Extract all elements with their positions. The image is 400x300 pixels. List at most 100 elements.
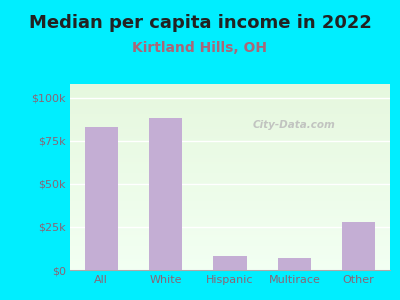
Bar <box>70 186 390 188</box>
Bar <box>70 103 390 104</box>
Bar <box>70 173 390 175</box>
Bar <box>70 153 390 155</box>
Bar <box>70 177 390 179</box>
Bar <box>70 101 390 103</box>
Bar <box>70 157 390 158</box>
Bar <box>70 162 390 164</box>
Bar <box>70 248 390 250</box>
Bar <box>70 112 390 114</box>
Bar <box>70 194 390 196</box>
Bar <box>70 208 390 211</box>
Bar <box>70 244 390 246</box>
Bar <box>70 175 390 177</box>
Bar <box>342 222 376 270</box>
Bar <box>70 268 390 270</box>
Bar <box>70 255 390 257</box>
Bar <box>70 92 390 93</box>
Bar <box>70 151 390 153</box>
Bar <box>70 164 390 166</box>
Bar <box>70 188 390 190</box>
Bar <box>70 168 390 169</box>
Bar <box>70 97 390 99</box>
Bar <box>70 88 390 90</box>
Bar <box>70 160 390 162</box>
Bar <box>70 127 390 129</box>
Bar <box>70 121 390 123</box>
Bar <box>70 142 390 143</box>
Bar <box>70 203 390 205</box>
Bar <box>70 146 390 147</box>
Bar <box>70 119 390 121</box>
Bar <box>70 147 390 149</box>
Bar <box>70 196 390 197</box>
Bar <box>70 99 390 101</box>
Bar <box>70 233 390 235</box>
Bar <box>70 93 390 95</box>
Bar <box>70 211 390 212</box>
Bar <box>70 240 390 242</box>
Bar <box>70 238 390 240</box>
Bar <box>70 242 390 244</box>
Bar <box>70 104 390 106</box>
Bar <box>70 264 390 266</box>
Bar <box>70 201 390 203</box>
Bar <box>70 184 390 186</box>
Bar <box>70 110 390 112</box>
Text: City-Data.com: City-Data.com <box>253 120 335 130</box>
Text: Median per capita income in 2022: Median per capita income in 2022 <box>28 14 372 32</box>
Bar <box>70 143 390 146</box>
Bar <box>70 216 390 218</box>
Bar <box>70 235 390 236</box>
Bar <box>70 229 390 231</box>
Bar <box>70 138 390 140</box>
Bar <box>70 149 390 151</box>
Bar <box>70 132 390 134</box>
Bar <box>70 108 390 110</box>
Bar <box>70 123 390 125</box>
Bar <box>70 190 390 192</box>
Bar <box>70 106 390 108</box>
Bar <box>70 212 390 214</box>
Bar <box>70 90 390 92</box>
Bar <box>70 158 390 160</box>
Bar <box>70 214 390 216</box>
Bar <box>70 116 390 118</box>
Bar <box>70 183 390 184</box>
Bar <box>70 207 390 208</box>
Bar <box>70 171 390 173</box>
Bar <box>70 225 390 227</box>
Bar <box>70 236 390 238</box>
Bar <box>70 250 390 251</box>
Bar <box>70 197 390 199</box>
Bar <box>70 84 390 86</box>
Bar <box>70 261 390 262</box>
Bar <box>70 125 390 127</box>
Bar <box>70 259 390 261</box>
Bar <box>70 169 390 171</box>
Bar <box>70 246 390 248</box>
Bar <box>70 205 390 207</box>
Bar <box>70 136 390 138</box>
Bar <box>70 257 390 259</box>
Text: Kirtland Hills, OH: Kirtland Hills, OH <box>132 40 268 55</box>
Bar <box>70 251 390 253</box>
Bar <box>70 114 390 116</box>
Bar <box>70 218 390 220</box>
Bar <box>70 140 390 142</box>
Bar <box>70 86 390 88</box>
Bar <box>213 256 247 270</box>
Bar <box>70 129 390 130</box>
Bar <box>70 199 390 201</box>
Bar <box>70 130 390 132</box>
Bar <box>70 166 390 168</box>
Bar <box>70 134 390 136</box>
Bar <box>70 231 390 233</box>
Bar <box>70 95 390 97</box>
Bar <box>278 258 311 270</box>
Bar <box>70 192 390 194</box>
Bar <box>70 224 390 225</box>
Bar <box>84 127 118 270</box>
Bar <box>70 220 390 222</box>
Bar <box>70 118 390 119</box>
Bar <box>70 227 390 229</box>
